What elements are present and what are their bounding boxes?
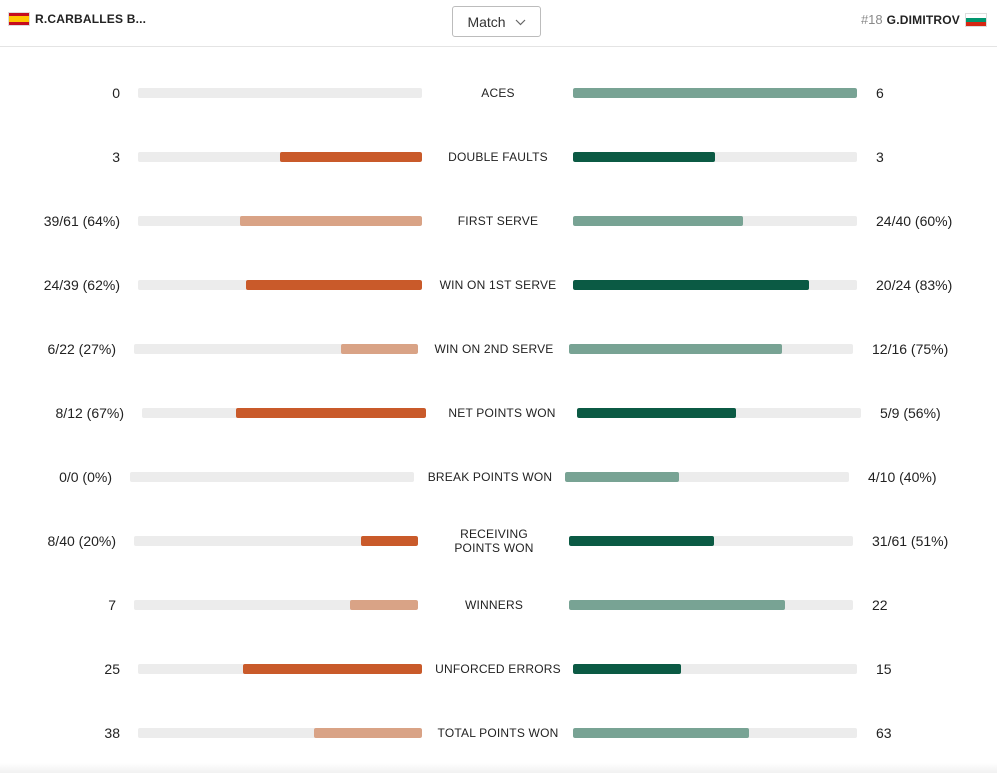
left-bar-fill [314, 728, 422, 738]
right-value: 20/24 (83%) [876, 277, 953, 293]
spain-flag-icon [8, 12, 30, 26]
stat-row: 39/61 (64%) FIRST SERVE 24/40 (60%) [0, 206, 997, 236]
left-value: 25 [104, 661, 120, 677]
right-bar-track [569, 344, 853, 354]
left-bar-track [130, 472, 414, 482]
left-bar-track [138, 216, 422, 226]
stat-label: NET POINTS WON [448, 406, 556, 420]
left-bar-track [138, 280, 422, 290]
left-value: 0 [112, 85, 120, 101]
stat-label: UNFORCED ERRORS [435, 662, 561, 676]
right-bar-track [565, 472, 849, 482]
left-value: 0/0 (0%) [59, 469, 112, 485]
stat-label: TOTAL POINTS WON [437, 726, 559, 740]
left-value: 8/40 (20%) [47, 533, 116, 549]
right-bar-track [569, 600, 853, 610]
left-bar-fill [245, 280, 422, 290]
right-value: 4/10 (40%) [868, 469, 937, 485]
left-bar-fill [240, 216, 422, 226]
right-bar-fill [569, 600, 785, 610]
right-player[interactable]: #18 G.DIMITROV [861, 12, 987, 27]
right-player-rank: #18 [860, 12, 883, 27]
right-bar-track [569, 536, 853, 546]
right-value: 63 [876, 725, 892, 741]
left-bar-track [138, 88, 422, 98]
stat-label: ACES [481, 86, 515, 100]
period-select[interactable]: Match [452, 6, 541, 37]
right-value: 6 [876, 85, 884, 101]
stat-label: RECEIVING POINTS WON [454, 527, 534, 555]
left-value: 39/61 (64%) [43, 213, 120, 229]
right-bar-fill [577, 408, 737, 418]
left-bar-track [134, 536, 418, 546]
period-select-value: Match [467, 13, 506, 30]
left-value: 24/39 (62%) [43, 277, 120, 293]
right-value: 22 [872, 597, 888, 613]
left-bar-fill [361, 536, 418, 546]
right-value: 3 [876, 149, 884, 165]
stat-row: 6/22 (27%) WIN ON 2ND SERVE 12/16 (75%) [0, 334, 997, 364]
left-player-name[interactable]: R.CARBALLES B... [35, 12, 147, 26]
stat-row: 3 DOUBLE FAULTS 3 [0, 142, 997, 172]
stat-row: 7 WINNERS 22 [0, 590, 997, 620]
right-bar-fill [565, 472, 679, 482]
left-bar-track [134, 600, 418, 610]
right-bar-track [573, 280, 857, 290]
right-value: 5/9 (56%) [880, 405, 941, 421]
right-bar-track [573, 152, 857, 162]
chevron-down-icon [515, 13, 526, 31]
left-value: 8/12 (67%) [55, 405, 124, 421]
left-bar-fill [341, 344, 418, 354]
right-value: 24/40 (60%) [876, 213, 953, 229]
left-bar-track [142, 408, 426, 418]
right-bar-fill [569, 344, 782, 354]
stat-row: 24/39 (62%) WIN ON 1ST SERVE 20/24 (83%) [0, 270, 997, 300]
right-bar-track [573, 664, 857, 674]
stat-row: 25 UNFORCED ERRORS 15 [0, 654, 997, 684]
left-bar-fill [235, 408, 426, 418]
right-bar-fill [573, 728, 750, 738]
stat-row: 0 ACES 6 [0, 78, 997, 108]
right-bar-track [573, 88, 857, 98]
right-bar-track [573, 216, 857, 226]
stat-row: 8/12 (67%) NET POINTS WON 5/9 (56%) [0, 398, 997, 428]
right-bar-track [577, 408, 861, 418]
right-bar-fill [569, 536, 714, 546]
right-value: 15 [876, 661, 892, 677]
right-value: 31/61 (51%) [872, 533, 949, 549]
left-bar-track [138, 728, 422, 738]
stat-row: 0/0 (0%) BREAK POINTS WON 4/10 (40%) [0, 462, 997, 492]
right-bar-fill [573, 152, 715, 162]
right-player-name[interactable]: G.DIMITROV [886, 12, 960, 27]
left-bar-fill [349, 600, 418, 610]
stat-label: BREAK POINTS WON [427, 470, 553, 484]
stat-row: 38 TOTAL POINTS WON 63 [0, 718, 997, 748]
left-bar-track [138, 664, 422, 674]
stat-label: WIN ON 1ST SERVE [439, 278, 557, 292]
right-bar-fill [573, 280, 809, 290]
right-value: 12/16 (75%) [872, 341, 949, 357]
right-bar-fill [573, 216, 744, 226]
left-bar-fill [280, 152, 422, 162]
right-bar-fill [573, 664, 681, 674]
right-bar-fill [573, 88, 857, 98]
left-value: 3 [112, 149, 120, 165]
stat-label: FIRST SERVE [457, 214, 539, 228]
left-value: 38 [104, 725, 120, 741]
bulgaria-flag-icon [965, 12, 987, 27]
bottom-fade [0, 763, 997, 773]
left-player[interactable]: R.CARBALLES B... [8, 12, 146, 26]
stat-row: 8/40 (20%) RECEIVING POINTS WON 31/61 (51%… [0, 526, 997, 556]
left-bar-track [138, 152, 422, 162]
stat-label: WIN ON 2ND SERVE [434, 342, 554, 356]
right-bar-track [573, 728, 857, 738]
stat-label: DOUBLE FAULTS [448, 150, 548, 164]
left-bar-track [134, 344, 418, 354]
stat-label: WINNERS [464, 598, 524, 612]
stats-header: R.CARBALLES B... Match #18 G.DIMITROV [0, 0, 997, 47]
left-value: 7 [108, 597, 116, 613]
left-bar-fill [243, 664, 422, 674]
left-value: 6/22 (27%) [47, 341, 116, 357]
